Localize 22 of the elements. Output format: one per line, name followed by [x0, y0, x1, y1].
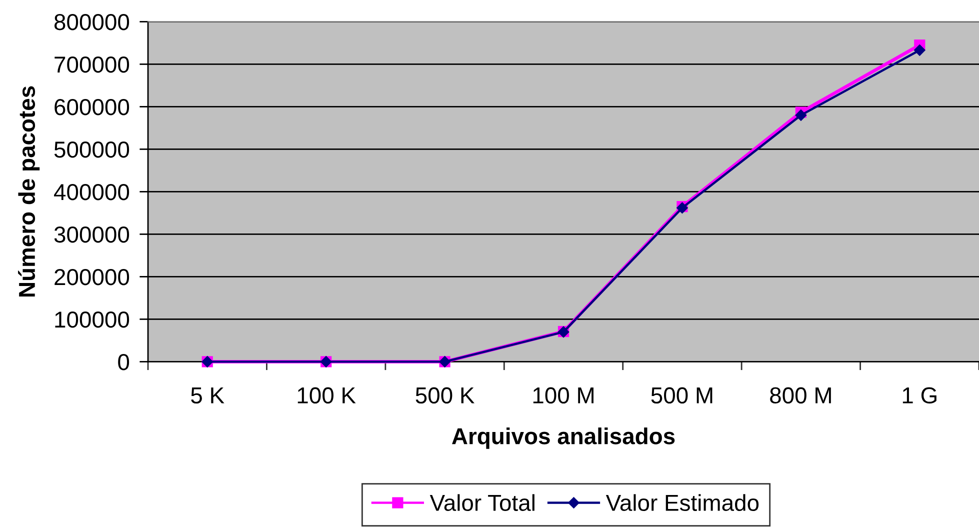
y-tick-label: 400000	[54, 184, 130, 200]
x-tick-label: 800 M	[770, 387, 831, 404]
y-tick-label: 100000	[55, 312, 130, 328]
x-tick-label: 100 M	[533, 387, 594, 404]
x-tick-label: 500 K	[416, 387, 474, 404]
y-tick-label: 600000	[54, 99, 130, 116]
y-tick-label: 700000	[54, 56, 130, 73]
point	[914, 44, 926, 56]
y-tick-label: 200000	[54, 269, 130, 286]
y-tick-label: 0	[118, 354, 130, 370]
x-tick-label: 1 G	[902, 387, 936, 404]
x-axis-title: Arquivos analisados	[452, 428, 675, 449]
legend-label: Valor Total	[430, 494, 534, 512]
x-tick-label: 5 K	[191, 388, 224, 404]
x-tick-label: 500 M	[651, 387, 712, 404]
legend-label: Valor Estimado	[606, 494, 759, 512]
y-axis-title: Número de pacotes	[18, 86, 40, 296]
x-tick-label: 100 K	[298, 387, 356, 404]
y-tick-label: 500000	[54, 142, 130, 158]
y-tick-label: 300000	[54, 226, 130, 243]
point	[795, 109, 807, 122]
y-tick-label: 800000	[54, 14, 130, 30]
